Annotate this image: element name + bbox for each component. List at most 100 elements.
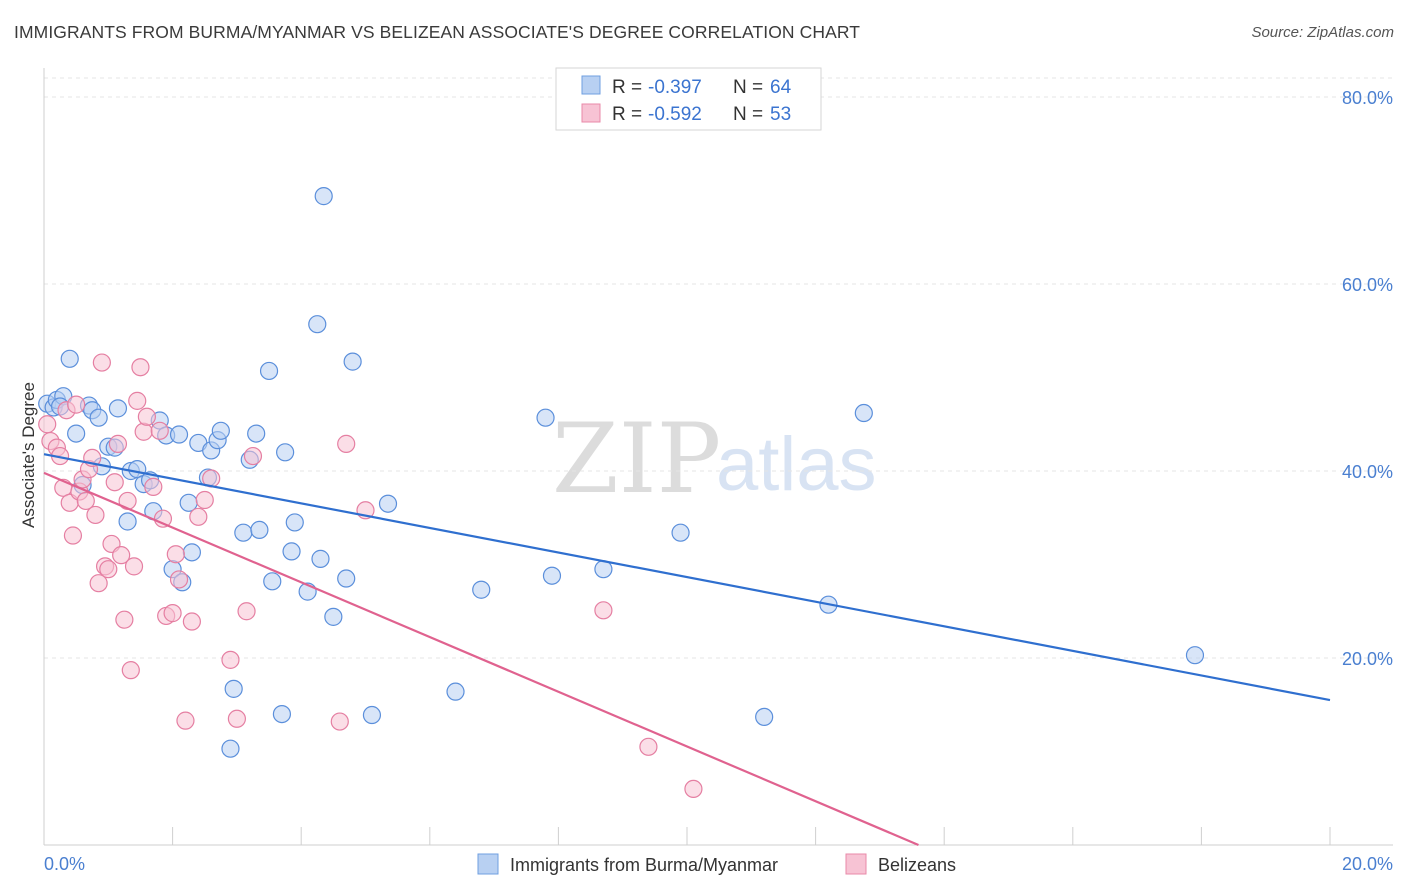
burma-point [854,403,873,423]
belizean-point [128,391,147,410]
belizean-point [189,507,208,526]
burma-point [211,421,230,440]
burma-point [755,707,774,727]
burma-point [272,704,292,724]
trend-line-burma [43,453,1331,702]
legend-swatch-burma [581,75,601,95]
y-tick-label: 80.0% [1342,88,1393,108]
belizean-point [134,422,153,441]
source-credit: Source: ZipAtlas.com [1251,24,1394,41]
burma-point [221,739,240,758]
belizean-point [115,610,134,629]
belizean-point [144,477,163,496]
belizean-point [176,711,195,730]
belizean-point [124,557,144,576]
belizean-point [150,421,169,440]
burma-point [60,349,79,368]
burma-point [250,520,269,540]
belizean-point [67,395,86,414]
belizean-point [237,602,256,621]
belizean-point [99,560,118,579]
belizean-point [182,612,201,631]
burma-point [285,513,304,532]
belizean-point [227,709,246,728]
burma-point [542,566,562,585]
belizean-point [63,526,83,545]
chart-title: IMMIGRANTS FROM BURMA/MYANMAR VS BELIZEA… [14,22,861,42]
x-tick-label-max: 20.0% [1342,854,1393,874]
x-tick-label-min: 0.0% [44,854,85,874]
burma-point [314,187,333,206]
burma-point [259,361,279,381]
bottom-legend-label-belizean: Belizeans [878,855,956,875]
burma-point [472,580,491,599]
series-belizean-points [38,353,703,799]
belizean-point [163,604,182,623]
burma-point [446,682,465,701]
legend-r-value-1: -0.397 [648,77,702,98]
belizean-point [195,490,214,510]
burma-point [276,443,295,462]
bottom-legend-label-burma: Immigrants from Burma/Myanmar [510,855,778,875]
burma-point [182,543,201,562]
burma-point [234,523,253,542]
legend-n-label-1: N = [733,77,763,98]
series-burma-points [38,187,1205,758]
burma-point [337,569,356,588]
belizean-point [166,545,185,564]
y-tick-label: 40.0% [1342,462,1393,482]
burma-point [169,425,189,444]
burma-point [311,549,330,568]
burma-point [362,705,382,725]
burma-point [378,494,398,513]
x-tick-labels: 0.0% 20.0% [44,854,1393,874]
burma-point [536,408,555,427]
bottom-legend-swatch-belizean [845,853,867,875]
belizean-point [169,570,189,589]
belizean-point [86,505,105,525]
trend-lines [43,453,1331,847]
belizean-point [137,407,156,426]
burma-point [308,315,327,334]
belizean-point [76,491,95,511]
belizean-point [337,434,356,453]
axes [43,68,1393,846]
legend-n-value-1: 64 [770,77,792,98]
trend-line-belizean [43,471,919,847]
burma-point [324,607,343,626]
belizean-point [131,358,150,377]
legend-r-label-1: R = [612,77,642,98]
burma-point [343,352,362,371]
burma-point [224,679,243,698]
belizean-point [330,712,349,731]
y-tick-label: 20.0% [1342,649,1393,669]
burma-point [67,424,86,443]
legend-r-label-2: R = [612,104,642,125]
belizean-point [221,650,240,669]
burma-point [671,523,690,542]
belizean-point [92,353,111,372]
legend-n-label-2: N = [733,104,763,125]
y-tick-label: 60.0% [1342,275,1393,295]
y-tick-labels: 20.0% 40.0% 60.0% 80.0% [1342,88,1393,669]
y-axis-label: Associate's Degree [19,382,38,528]
belizean-point [38,415,57,434]
bottom-legend-swatch-burma [477,853,499,875]
burma-point [108,399,128,418]
belizean-point [112,546,131,565]
burma-point [263,572,282,591]
gridlines [44,77,1393,659]
belizean-point [594,601,613,620]
burma-point [282,542,301,561]
legend-swatch-belizean [581,103,601,123]
belizean-point [105,473,124,492]
watermark-atlas: atlas [716,422,877,507]
belizean-point [108,434,128,453]
bottom-legend: Immigrants from Burma/Myanmar Belizeans [477,853,956,875]
belizean-point [684,779,703,799]
belizean-point [121,661,140,680]
watermark-zip: ZIP [552,403,721,515]
legend-r-value-2: -0.592 [648,104,702,125]
belizean-point [639,737,658,756]
